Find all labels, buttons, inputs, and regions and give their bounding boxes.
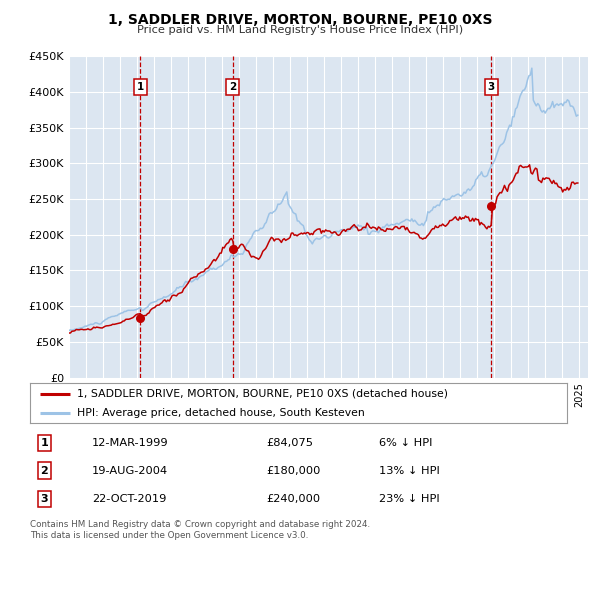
Text: 23% ↓ HPI: 23% ↓ HPI: [379, 494, 440, 504]
Text: 3: 3: [488, 81, 495, 91]
Text: HPI: Average price, detached house, South Kesteven: HPI: Average price, detached house, Sout…: [77, 408, 365, 418]
Text: 1: 1: [137, 81, 144, 91]
Text: 2: 2: [41, 466, 49, 476]
Text: Price paid vs. HM Land Registry's House Price Index (HPI): Price paid vs. HM Land Registry's House …: [137, 25, 463, 35]
Text: 2: 2: [229, 81, 236, 91]
Text: 3: 3: [41, 494, 49, 504]
Text: 1, SADDLER DRIVE, MORTON, BOURNE, PE10 0XS: 1, SADDLER DRIVE, MORTON, BOURNE, PE10 0…: [108, 13, 492, 27]
Text: Contains HM Land Registry data © Crown copyright and database right 2024.
This d: Contains HM Land Registry data © Crown c…: [30, 520, 370, 540]
Text: 1, SADDLER DRIVE, MORTON, BOURNE, PE10 0XS (detached house): 1, SADDLER DRIVE, MORTON, BOURNE, PE10 0…: [77, 389, 448, 399]
Text: 12-MAR-1999: 12-MAR-1999: [92, 438, 169, 448]
Text: £240,000: £240,000: [266, 494, 320, 504]
Text: 6% ↓ HPI: 6% ↓ HPI: [379, 438, 433, 448]
Text: 22-OCT-2019: 22-OCT-2019: [92, 494, 166, 504]
Text: £84,075: £84,075: [266, 438, 313, 448]
Text: 1: 1: [41, 438, 49, 448]
Text: £180,000: £180,000: [266, 466, 320, 476]
Text: 19-AUG-2004: 19-AUG-2004: [92, 466, 168, 476]
Text: 13% ↓ HPI: 13% ↓ HPI: [379, 466, 440, 476]
